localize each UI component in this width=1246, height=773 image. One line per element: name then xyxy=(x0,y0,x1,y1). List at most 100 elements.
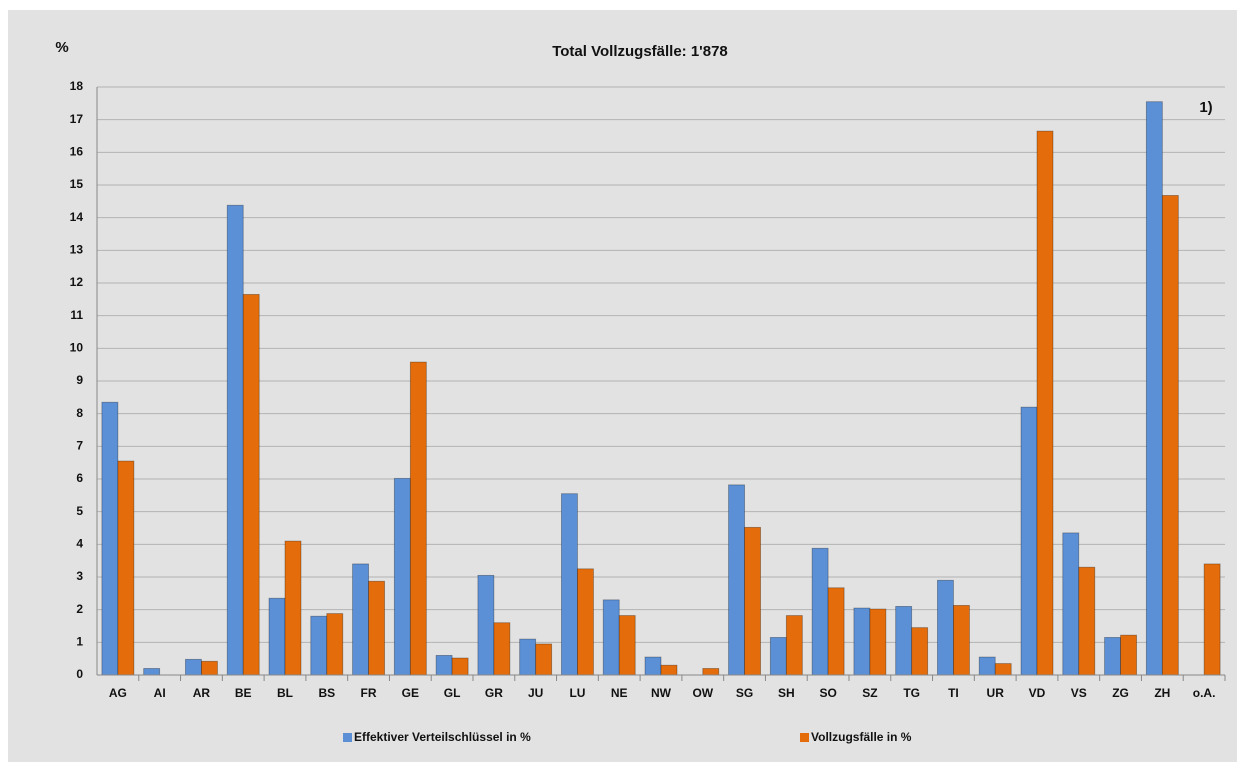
legend-label: Vollzugsfälle in % xyxy=(811,730,912,744)
bar xyxy=(1062,532,1080,676)
y-tick-label: 9 xyxy=(76,373,83,387)
bar xyxy=(937,579,954,676)
bar xyxy=(1203,563,1221,676)
bar xyxy=(226,204,244,676)
y-tick-label: 5 xyxy=(76,504,83,518)
y-tick-label: 8 xyxy=(76,406,83,420)
bar xyxy=(953,605,970,676)
bar xyxy=(435,655,453,676)
y-tick-label: 13 xyxy=(70,243,84,257)
x-tick-label: JU xyxy=(528,686,543,700)
bar xyxy=(561,493,578,676)
bar xyxy=(602,599,620,676)
x-tick-label: o.A. xyxy=(1193,686,1216,700)
y-tick-label: 6 xyxy=(76,471,83,485)
x-tick-label: LU xyxy=(569,686,585,700)
x-tick-label: GL xyxy=(444,686,461,700)
x-tick-label: OW xyxy=(692,686,713,700)
x-tick-label: VS xyxy=(1071,686,1087,700)
x-tick-label: SZ xyxy=(862,686,877,700)
chart-title: Total Vollzugsfälle: 1'878 xyxy=(552,43,728,60)
y-tick-label: 11 xyxy=(70,308,83,322)
legend-label: Effektiver Verteilschlüssel in % xyxy=(354,730,531,744)
x-tick-label: GE xyxy=(402,686,419,700)
bar xyxy=(284,540,302,676)
bar xyxy=(393,477,411,676)
bar xyxy=(268,597,286,676)
bar xyxy=(1104,637,1121,676)
x-tick-label: NW xyxy=(651,686,672,700)
x-tick-label: BL xyxy=(277,686,293,700)
bar xyxy=(310,615,328,676)
y-tick-label: 0 xyxy=(76,667,83,681)
x-tick-label: AI xyxy=(154,686,166,700)
bar xyxy=(242,294,260,676)
y-tick-label: 4 xyxy=(76,537,83,551)
y-tick-label: 10 xyxy=(70,341,84,355)
bar xyxy=(728,484,745,676)
bar xyxy=(769,637,787,676)
y-tick-label: 17 xyxy=(70,112,84,126)
bar xyxy=(352,563,369,676)
y-tick-label: 3 xyxy=(76,569,83,583)
x-tick-label: BE xyxy=(235,686,252,700)
bar xyxy=(185,658,202,676)
x-tick-label: SG xyxy=(736,686,753,700)
bar xyxy=(978,656,996,676)
bar xyxy=(101,401,119,676)
y-tick-label: 1 xyxy=(76,635,83,649)
legend-swatch xyxy=(343,733,352,742)
bar xyxy=(618,615,636,676)
x-tick-label: TG xyxy=(903,686,920,700)
bar xyxy=(143,668,161,676)
bar xyxy=(827,587,845,676)
annotation: 1) xyxy=(1199,99,1212,116)
x-tick-label: AR xyxy=(193,686,211,700)
bar xyxy=(811,547,829,676)
x-tick-label: UR xyxy=(987,686,1005,700)
bar xyxy=(869,608,887,676)
bar xyxy=(477,574,495,676)
y-axis-label: % xyxy=(55,39,68,56)
bar xyxy=(117,460,135,676)
bar xyxy=(1145,101,1163,676)
bar xyxy=(519,638,537,676)
y-tick-label: 18 xyxy=(70,79,84,93)
bar xyxy=(201,660,218,676)
x-tick-label: ZH xyxy=(1154,686,1170,700)
y-tick-label: 2 xyxy=(76,602,83,616)
bar xyxy=(1078,566,1096,676)
x-tick-label: SH xyxy=(778,686,795,700)
bar xyxy=(994,663,1012,676)
x-tick-label: VD xyxy=(1029,686,1046,700)
bar xyxy=(785,615,803,676)
x-tick-label: ZG xyxy=(1112,686,1129,700)
bar xyxy=(368,580,385,676)
x-tick-label: AG xyxy=(109,686,127,700)
bar xyxy=(1020,406,1038,676)
y-tick-label: 16 xyxy=(70,145,84,159)
x-tick-label: FR xyxy=(361,686,377,700)
bar xyxy=(577,568,594,676)
bar xyxy=(1120,634,1137,676)
legend-swatch xyxy=(800,733,809,742)
x-tick-label: GR xyxy=(485,686,503,700)
bar xyxy=(660,664,678,676)
bar xyxy=(326,613,344,676)
bar xyxy=(744,526,761,676)
bar xyxy=(702,668,720,676)
x-tick-label: NE xyxy=(611,686,628,700)
bar xyxy=(853,607,871,676)
bar xyxy=(1036,130,1054,676)
y-tick-label: 14 xyxy=(70,210,84,224)
bar xyxy=(1161,195,1179,676)
bar xyxy=(409,361,427,676)
bar xyxy=(535,643,553,676)
x-tick-label: TI xyxy=(948,686,959,700)
x-tick-label: SO xyxy=(819,686,836,700)
bar xyxy=(493,622,511,676)
y-tick-label: 15 xyxy=(70,177,84,191)
y-tick-label: 12 xyxy=(70,275,84,289)
bar xyxy=(911,627,929,676)
